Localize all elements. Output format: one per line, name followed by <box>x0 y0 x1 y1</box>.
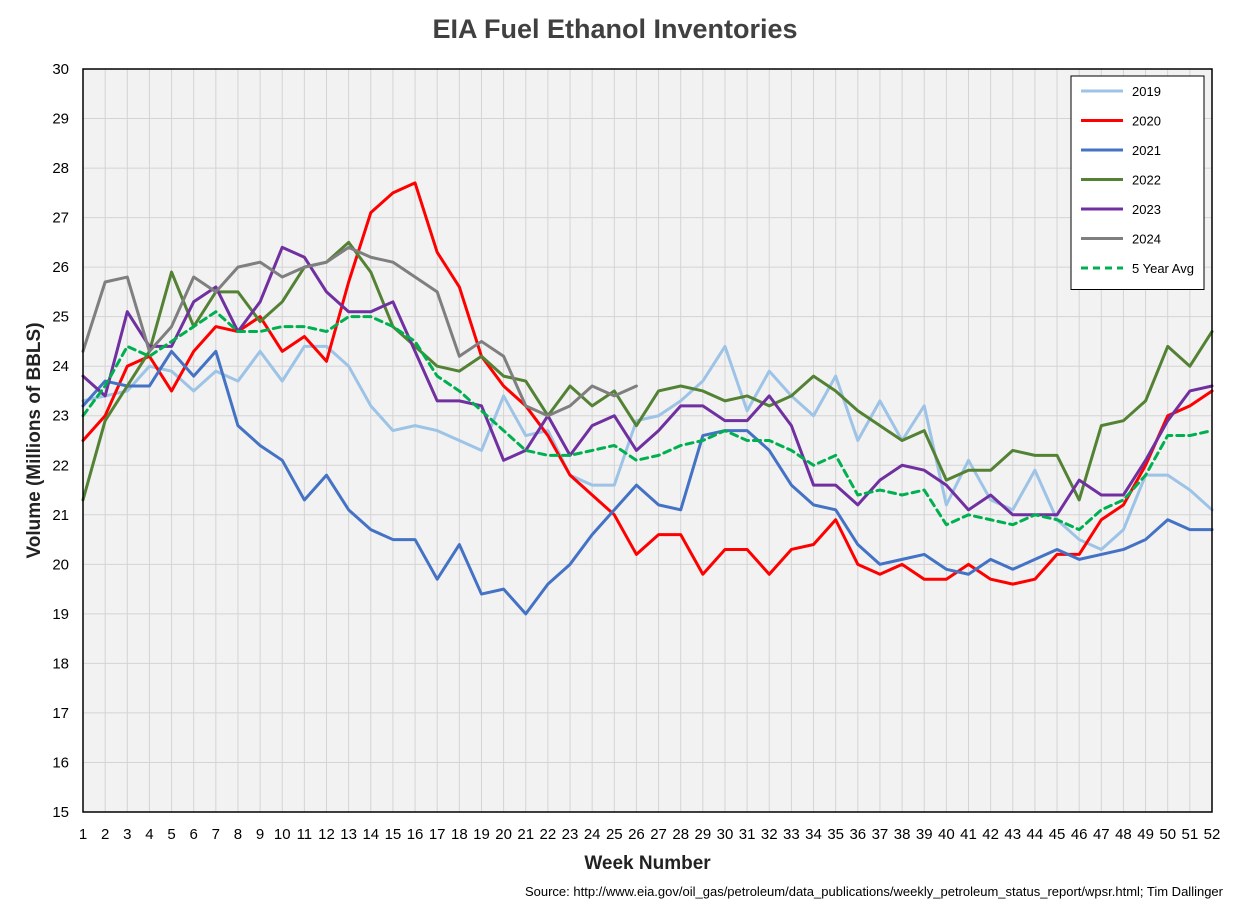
x-tick-label: 28 <box>672 826 689 843</box>
x-tick-label: 1 <box>79 826 87 843</box>
y-tick-label: 29 <box>52 111 69 128</box>
x-tick-label: 5 <box>167 826 175 843</box>
y-axis-title: Volume (Millions of BBLS) <box>24 322 45 558</box>
x-tick-label: 3 <box>123 826 131 843</box>
x-tick-label: 12 <box>318 826 335 843</box>
legend-label-2023: 2023 <box>1132 202 1161 217</box>
x-tick-label: 25 <box>606 826 623 843</box>
x-tick-label: 38 <box>894 826 911 843</box>
x-tick-label: 32 <box>761 826 778 843</box>
x-tick-label: 47 <box>1093 826 1110 843</box>
y-axis-ticks: 15 16 17 18 19 20 21 22 23 24 25 26 27 28 29 30 <box>52 61 69 821</box>
x-tick-label: 19 <box>473 826 490 843</box>
x-axis-ticks: 1 2 3 4 5 6 7 8 9 10 11 12 13 14 15 16 17 18 19 20 21 22 23 24 2… <box>79 826 1221 843</box>
y-tick-label: 22 <box>52 457 69 474</box>
legend-label-2020: 2020 <box>1132 114 1161 129</box>
series-line-2019 <box>81 344 1214 551</box>
chart-title: EIA Fuel Ethanol Inventories <box>432 14 798 44</box>
x-tick-label: 51 <box>1182 826 1199 843</box>
series-lines <box>81 181 1214 616</box>
series-line-2024 <box>81 245 638 418</box>
x-tick-label: 20 <box>495 826 512 843</box>
plot-border <box>82 68 1213 813</box>
x-tick-label: 6 <box>190 826 198 843</box>
y-tick-label: 24 <box>52 358 69 375</box>
y-tick-label: 17 <box>52 705 69 722</box>
x-tick-label: 10 <box>274 826 291 843</box>
x-tick-label: 18 <box>451 826 468 843</box>
x-tick-label: 8 <box>234 826 242 843</box>
x-tick-label: 30 <box>717 826 734 843</box>
legend-label-2021: 2021 <box>1132 143 1161 158</box>
x-tick-label: 52 <box>1204 826 1221 843</box>
x-tick-label: 4 <box>145 826 153 843</box>
legend-box <box>1070 75 1205 290</box>
x-tick-label: 23 <box>562 826 579 843</box>
series-line-2021 <box>81 349 1214 616</box>
x-tick-label: 36 <box>849 826 866 843</box>
y-tick-label: 15 <box>52 804 69 821</box>
x-tick-label: 9 <box>256 826 264 843</box>
y-tick-label: 26 <box>52 259 69 276</box>
series-line-5-year-avg <box>81 310 1214 532</box>
x-tick-label: 22 <box>540 826 557 843</box>
x-axis-title: Week Number <box>584 853 711 874</box>
x-tick-label: 29 <box>694 826 711 843</box>
x-tick-label: 44 <box>1027 826 1044 843</box>
y-tick-label: 28 <box>52 160 69 177</box>
x-tick-label: 45 <box>1049 826 1066 843</box>
series-line-2020 <box>81 181 1214 586</box>
x-tick-label: 26 <box>628 826 645 843</box>
y-tick-label: 23 <box>52 408 69 425</box>
x-tick-label: 34 <box>805 826 822 843</box>
x-tick-label: 37 <box>872 826 889 843</box>
x-tick-label: 50 <box>1159 826 1176 843</box>
x-tick-label: 43 <box>1004 826 1021 843</box>
x-tick-label: 15 <box>385 826 402 843</box>
y-tick-label: 20 <box>52 556 69 573</box>
x-tick-label: 33 <box>783 826 800 843</box>
x-tick-label: 24 <box>584 826 601 843</box>
series-line-2023 <box>81 245 1214 517</box>
legend: 2019 2020 2021 2022 2023 2024 5 Year Avg <box>1070 75 1205 290</box>
y-tick-label: 27 <box>52 210 69 227</box>
x-tick-label: 13 <box>340 826 357 843</box>
y-tick-label: 16 <box>52 754 69 771</box>
legend-label-5-year-avg: 5 Year Avg <box>1132 261 1194 276</box>
series-line-2022 <box>81 240 1214 502</box>
x-tick-label: 48 <box>1115 826 1132 843</box>
x-tick-label: 39 <box>916 826 933 843</box>
y-tick-label: 25 <box>52 309 69 326</box>
x-tick-label: 17 <box>429 826 446 843</box>
legend-label-2022: 2022 <box>1132 173 1161 188</box>
y-tick-label: 18 <box>52 655 69 672</box>
x-tick-label: 49 <box>1137 826 1154 843</box>
y-tick-label: 21 <box>52 507 69 524</box>
x-tick-label: 31 <box>739 826 756 843</box>
legend-label-2019: 2019 <box>1132 84 1161 99</box>
x-tick-label: 27 <box>650 826 667 843</box>
x-tick-label: 7 <box>212 826 220 843</box>
x-tick-label: 14 <box>362 826 379 843</box>
x-tick-label: 16 <box>407 826 424 843</box>
x-tick-label: 35 <box>827 826 844 843</box>
x-tick-label: 42 <box>982 826 999 843</box>
source-note: Source: http://www.eia.gov/oil_gas/petro… <box>524 884 1223 899</box>
legend-label-2024: 2024 <box>1132 232 1161 247</box>
x-tick-label: 21 <box>517 826 534 843</box>
x-tick-label: 40 <box>938 826 955 843</box>
x-tick-label: 2 <box>101 826 109 843</box>
y-tick-label: 19 <box>52 606 69 623</box>
x-tick-label: 41 <box>960 826 977 843</box>
x-tick-label: 46 <box>1071 826 1088 843</box>
x-tick-label: 11 <box>297 826 313 843</box>
y-tick-label: 30 <box>52 61 69 78</box>
